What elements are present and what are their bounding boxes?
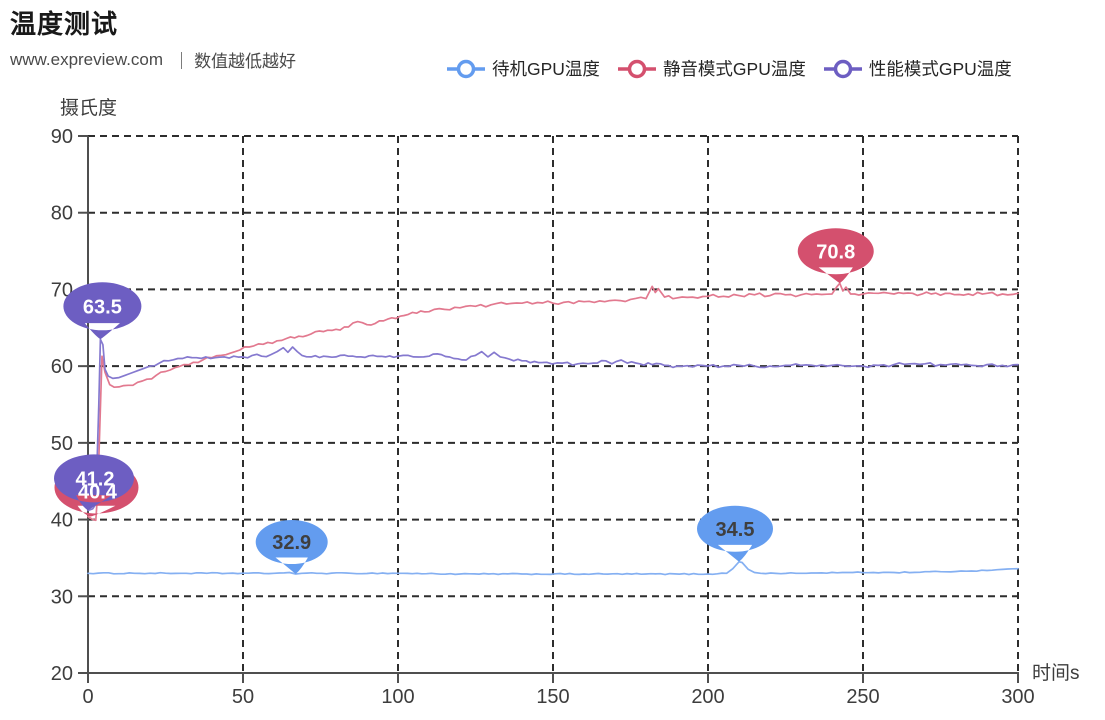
x-tick-label-200: 200 — [691, 686, 724, 708]
x-tick-label-100: 100 — [381, 686, 414, 708]
legend-label-idle-gpu: 待机GPU温度 — [492, 59, 600, 79]
y-tick-label-60: 60 — [51, 356, 73, 378]
series-line-idle-gpu — [87, 560, 1019, 576]
chart-header: 温度测试 www.expreview.com ｜ 数值越低越好 — [10, 4, 296, 72]
callout-value-40.4: 40.4 — [78, 482, 118, 504]
x-tick-label-0: 0 — [82, 686, 93, 708]
callout-value-34.5: 34.5 — [716, 519, 755, 541]
x-tick-label-300: 300 — [1001, 686, 1034, 708]
legend: 待机GPU温度 静音模式GPU温度 性能模式GPU温度 — [447, 56, 1012, 81]
legend-item-idle-gpu: 待机GPU温度 — [447, 56, 600, 81]
y-tick-label-40: 40 — [51, 510, 73, 532]
series-line-silent-gpu — [87, 282, 1019, 522]
legend-label-silent-gpu: 静音模式GPU温度 — [662, 59, 806, 79]
y-axis-title: 摄氏度 — [60, 97, 117, 119]
legend-label-performance-gpu: 性能模式GPU温度 — [868, 59, 1012, 79]
y-tick-label-90: 90 — [51, 126, 73, 148]
subtitle-note: 数值越低越好 — [194, 52, 297, 71]
y-tick-label-30: 30 — [51, 586, 73, 608]
y-tick-label-20: 20 — [51, 663, 73, 685]
legend-item-silent-gpu: 静音模式GPU温度 — [617, 56, 806, 81]
callout-balloon-63.5 — [63, 282, 142, 340]
source-site-text: www.expreview.com — [10, 49, 164, 69]
legend-line-circle-icon — [823, 59, 862, 78]
series-line-performance-gpu — [87, 338, 1019, 512]
x-tick-label-250: 250 — [846, 686, 879, 708]
callout-value-70.8: 70.8 — [816, 241, 855, 263]
y-tick-label-50: 50 — [51, 433, 73, 455]
page-title: 温度测试 — [10, 9, 119, 39]
callout-balloon-34.5 — [697, 505, 773, 562]
legend-item-performance-gpu: 性能模式GPU温度 — [823, 56, 1012, 81]
callout-balloon-70.8 — [797, 228, 874, 284]
legend-line-circle-icon — [447, 59, 485, 78]
x-tick-label-150: 150 — [536, 686, 569, 708]
chart-subtitle: www.expreview.com ｜ 数值越低越好 — [10, 47, 296, 72]
callout-balloon-32.9 — [255, 520, 328, 575]
x-tick-label-50: 50 — [232, 686, 254, 708]
callout-value-32.9: 32.9 — [272, 532, 311, 554]
callout-value-41.2: 41.2 — [76, 468, 115, 490]
callout-balloon-41.2 — [54, 454, 134, 511]
legend-line-circle-icon — [617, 59, 656, 78]
callout-value-63.5: 63.5 — [83, 296, 122, 318]
subtitle-separator: ｜ — [173, 52, 191, 71]
x-axis-title: 时间s — [1032, 662, 1080, 684]
y-tick-label-80: 80 — [51, 203, 73, 225]
